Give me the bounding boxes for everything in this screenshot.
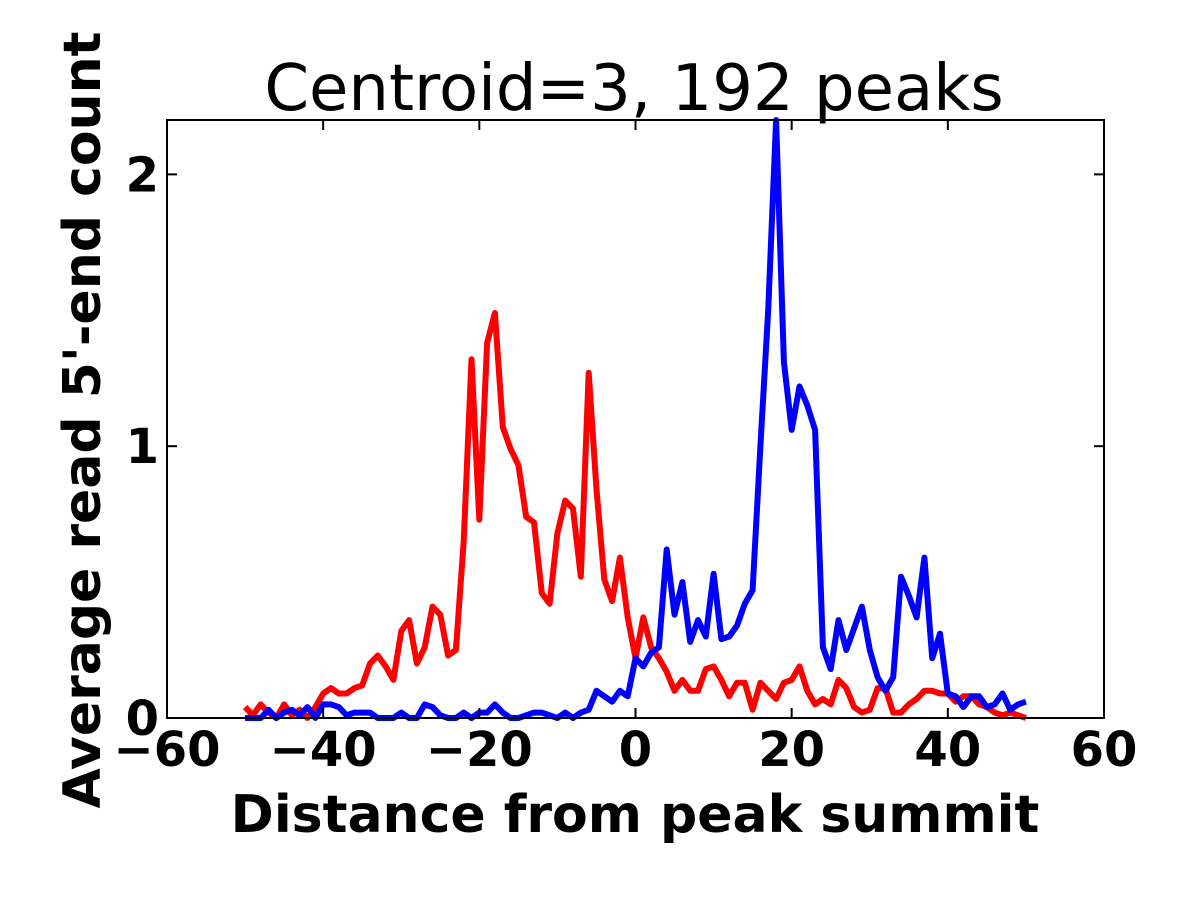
y-tick-label: 2 [126,147,159,203]
y-tick-label: 0 [126,691,159,747]
y-tick-label: 1 [126,419,159,475]
plot-frame [166,119,1105,719]
y-axis-label: Average read 5'-end count [53,32,113,809]
x-tick-label: −20 [426,722,533,778]
x-tick-label: 60 [1071,722,1138,778]
chart-title: Centroid=3, 192 peaks [264,52,1003,126]
x-tick-label: 0 [619,722,652,778]
x-tick-label: 40 [914,722,981,778]
series-layer [242,117,1027,721]
x-tick-label: −60 [113,722,220,778]
tick-layer: −60 −40 −20 0 20 40 60 0 1 2 [113,120,1137,778]
x-tick-label: 20 [758,722,825,778]
series-line-blue [245,117,1027,721]
x-tick-label: −40 [270,722,377,778]
x-axis-label: Distance from peak summit [231,785,1040,845]
